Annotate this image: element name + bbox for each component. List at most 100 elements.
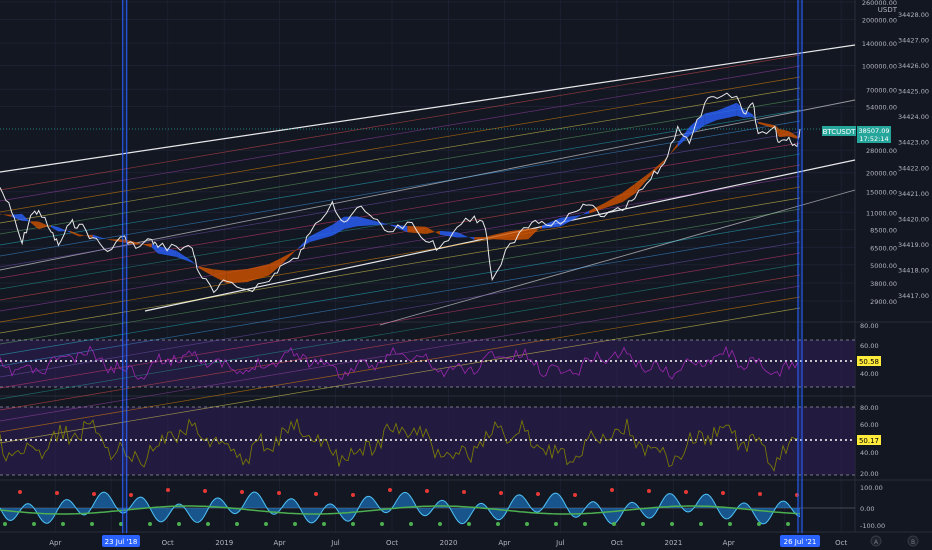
scale-button-b[interactable] [907, 535, 919, 547]
secondary-tick-label: 34424.00 [898, 113, 929, 121]
price-tick-label: 6500.00 [870, 244, 897, 252]
ribbon-segment [717, 102, 737, 121]
sell-signal-dot [351, 493, 355, 497]
scale-button-a[interactable] [870, 535, 882, 547]
buy-signal-dot [583, 522, 587, 526]
fan-line [0, 142, 801, 279]
ribbon-segment [774, 125, 780, 138]
buy-signal-dot [32, 522, 36, 526]
time-tick-label: Jul [555, 539, 565, 547]
sell-signal-dot [314, 492, 318, 496]
buy-signal-dot [322, 522, 326, 526]
fan-line [0, 120, 801, 257]
buy-signal-dot [699, 522, 703, 526]
osc-level-badge-bg [857, 435, 881, 445]
ribbon-segment [344, 216, 357, 230]
buy-signal-dot [670, 522, 674, 526]
buy-signal-dot [438, 522, 442, 526]
indicator-lines [0, 345, 801, 526]
secondary-tick-label: 34418.00 [898, 266, 929, 274]
oscillator-line [0, 418, 799, 472]
osc-band [0, 407, 855, 475]
channel-line [0, 44, 856, 173]
time-tick-label: Apr [49, 539, 61, 547]
secondary-tick-label: 34421.00 [898, 190, 929, 198]
ribbon-segment [79, 234, 93, 238]
time-tick-label: Apr [723, 539, 735, 547]
buy-signal-dot [206, 522, 210, 526]
fan-line [0, 263, 801, 400]
osc-tick-label: 80.00 [860, 404, 879, 412]
buy-signal-dot [467, 522, 471, 526]
osc-level-badge: 50.17 [859, 437, 879, 445]
buy-signal-dot [351, 522, 355, 526]
ribbon-segment [309, 224, 333, 243]
ribbon-segment [92, 234, 108, 240]
buy-signal-dot [177, 522, 181, 526]
price-tick-label: 70000.00 [866, 86, 897, 94]
ribbon-segment [176, 250, 193, 263]
buy-signal-dot [293, 522, 297, 526]
secondary-tick-label: 34426.00 [898, 62, 929, 70]
price-tick-label: 260000.00 [862, 0, 897, 7]
fan-line [0, 54, 801, 191]
axis-unit-label: USDT [878, 6, 898, 14]
price-line [0, 92, 801, 294]
price-tick-label: 15000.00 [866, 189, 897, 197]
buy-signal-dot [612, 522, 616, 526]
buy-signal-dot [148, 522, 152, 526]
price-tick-label: 28000.00 [866, 147, 897, 155]
ribbon-segment [30, 221, 39, 230]
price-tick-label: 100000.00 [862, 63, 897, 71]
symbol-badge: BTCUSDT [823, 128, 857, 136]
fan-line [0, 76, 801, 213]
sell-signal-dot [647, 489, 651, 493]
badges: USDT BTCUSDT 38507.09 17:52:14 50.58 50.… [102, 6, 919, 547]
ribbon-segment [677, 126, 690, 147]
date-marker-zone [121, 0, 128, 533]
ribbon-segment [622, 183, 635, 203]
time-tick-label: Jul [330, 539, 340, 547]
scale-button-b-label: B [911, 539, 915, 546]
fan-line [0, 307, 801, 444]
ribbon-segment [603, 192, 623, 209]
ribbon-segment [509, 228, 529, 241]
buy-signal-dot [3, 522, 7, 526]
time-tick-label: 2020 [440, 539, 458, 547]
price-tick-label: 11000.00 [866, 209, 897, 217]
ribbon-segment [388, 224, 408, 233]
sell-signal-dot [92, 492, 96, 496]
ribbon-segment [634, 171, 651, 194]
sell-signal-dot [277, 491, 281, 495]
sell-signal-dot [166, 488, 170, 492]
sell-signal-dot [721, 491, 725, 495]
secondary-tick-label: 34422.00 [898, 164, 929, 172]
price-tick-label: 54000.00 [866, 104, 897, 112]
sell-signal-dot [388, 488, 392, 492]
fan-line [0, 186, 801, 323]
sell-signal-dot [462, 490, 466, 494]
ribbon-segment [50, 225, 59, 232]
ribbon-segment [247, 264, 270, 283]
channel-line [379, 189, 856, 326]
sell-signal-dot [536, 492, 540, 496]
ribbon-segment [135, 242, 152, 248]
rsi-tick-label: 60.00 [860, 342, 879, 350]
sell-signal-dot [684, 490, 688, 494]
buy-signal-dot [641, 522, 645, 526]
date-marker-zone [797, 0, 803, 533]
channel-line [0, 99, 856, 271]
fan-line [0, 197, 801, 334]
buy-signal-dot [757, 522, 761, 526]
time-tick-label: Oct [162, 539, 174, 547]
ribbon-segment [704, 110, 718, 126]
time-tick-label: Apr [274, 539, 286, 547]
axes: 260000.00 200000.00 140000.00 100000.00 7000… [49, 0, 929, 547]
rsi-line [0, 345, 799, 380]
osc-tick-label: 40.00 [860, 449, 879, 457]
price-tick-label: 2900.00 [870, 298, 897, 306]
fan-line [0, 285, 801, 422]
ribbon-segment [332, 216, 345, 236]
macd-signal [0, 505, 801, 515]
ribbon-segment [743, 108, 753, 118]
